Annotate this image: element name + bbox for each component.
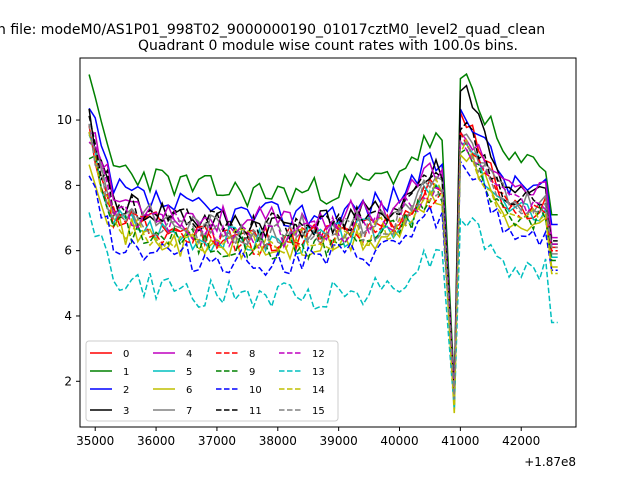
x-tick-label: 35000	[76, 434, 114, 448]
series-line-6	[88, 151, 558, 410]
series-line-14	[88, 131, 558, 415]
x-tick-label: 41000	[441, 434, 479, 448]
legend-label-9: 9	[249, 367, 255, 378]
y-tick-label: 8	[64, 178, 72, 192]
legend-label-14: 14	[312, 385, 325, 396]
axes-frame	[79, 57, 577, 428]
legend-label-10: 10	[249, 385, 262, 396]
series-lines	[88, 72, 558, 415]
x-axis: 35000 36000 37000 38000 39000 40000 41000 42000	[76, 427, 540, 448]
series-line-3	[88, 84, 558, 393]
x-tick-label: 38000	[259, 434, 297, 448]
series-line-4	[88, 130, 558, 395]
x-tick-label: 39000	[320, 434, 358, 448]
x-tick-label: 40000	[380, 434, 418, 448]
y-tick-label: 2	[64, 374, 72, 388]
legend-label-1: 1	[123, 367, 129, 378]
legend-frame	[85, 340, 339, 422]
legend-label-12: 12	[312, 349, 325, 360]
legend-label-11: 11	[249, 406, 262, 417]
x-offset-label: +1.87e8	[524, 455, 576, 469]
legend-label-13: 13	[312, 367, 325, 378]
legend-label-15: 15	[312, 406, 325, 417]
series-line-11	[88, 115, 558, 399]
legend-label-2: 2	[123, 385, 129, 396]
legend-label-6: 6	[186, 385, 192, 396]
series-line-1	[88, 72, 558, 388]
y-tick-label: 6	[64, 244, 72, 258]
y-tick-label: 4	[64, 309, 72, 323]
legend-label-0: 0	[123, 349, 129, 360]
legend-label-5: 5	[186, 367, 192, 378]
chart-title: Quadrant 0 module wise count rates with …	[138, 38, 518, 54]
y-tick-label: 10	[57, 113, 72, 127]
legend-label-8: 8	[249, 349, 255, 360]
series-line-12	[88, 139, 558, 398]
legend-label-4: 4	[186, 349, 192, 360]
series-line-15	[88, 123, 558, 400]
legend-label-7: 7	[186, 406, 192, 417]
legend-label-3: 3	[123, 406, 129, 417]
y-axis: 2 4 6 8 10	[57, 113, 80, 388]
series-line-13	[88, 212, 558, 410]
x-tick-label: 37000	[198, 434, 236, 448]
x-tick-label: 42000	[502, 434, 540, 448]
figure-suptitle: n file: modeM0/AS1P01_998T02_9000000190_…	[0, 22, 545, 38]
x-tick-label: 36000	[137, 434, 175, 448]
